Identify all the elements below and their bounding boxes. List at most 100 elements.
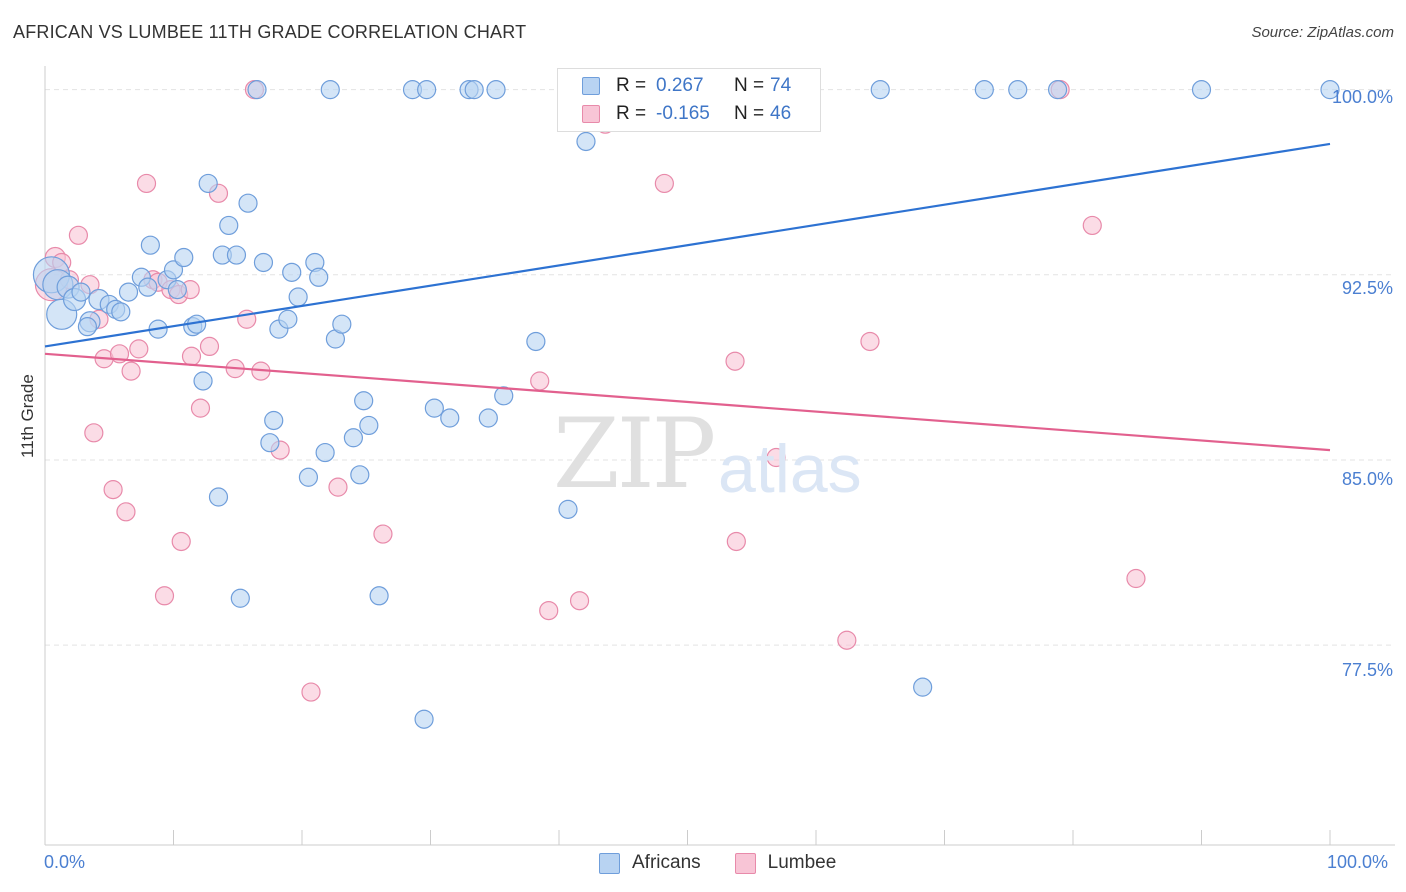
lumbee-point: [103, 480, 123, 500]
africans-point: [1320, 80, 1340, 100]
africans-point: [230, 588, 250, 608]
lumbee-point: [190, 398, 211, 418]
africans-point: [278, 309, 298, 329]
africans-point: [247, 80, 267, 100]
africans-point: [526, 331, 546, 352]
africans-trend-line: [44, 142, 1331, 348]
r-value: -0.165: [656, 103, 710, 124]
africans-point: [494, 386, 514, 406]
africans-point: [219, 215, 239, 236]
africans-point: [478, 408, 498, 428]
lumbee-point: [530, 371, 550, 391]
lumbee-point: [726, 531, 746, 552]
lumbee-point: [725, 351, 745, 371]
africans-point: [288, 287, 308, 307]
trend-lines: [44, 142, 1331, 452]
legend-item-africans[interactable]: Africans: [599, 852, 701, 874]
africans-point: [332, 314, 352, 334]
africans-point: [198, 173, 218, 194]
africans-point: [414, 709, 434, 729]
africans-point: [282, 262, 302, 282]
africans-point: [298, 467, 319, 487]
legend-item-lumbee[interactable]: Lumbee: [734, 852, 837, 874]
lumbee-point: [539, 600, 559, 621]
lumbee-point: [68, 225, 89, 245]
legend-label-lumbee: Lumbee: [767, 852, 837, 873]
n-label: N =: [734, 75, 765, 96]
africans-point: [369, 586, 389, 606]
lumbee-point: [121, 361, 141, 381]
chart-title: AFRICAN VS LUMBEE 11TH GRADE CORRELATION…: [13, 22, 527, 42]
legend-swatch-lumbee: [734, 852, 756, 874]
africans-swatch: [582, 77, 600, 95]
africans-point: [464, 80, 484, 100]
lumbee-point: [181, 346, 202, 366]
africans-point: [440, 408, 460, 428]
lumbee-point: [84, 423, 104, 443]
africans-point: [309, 267, 329, 287]
y-axis-label: 11th Grade: [18, 374, 37, 458]
n-label: N =: [734, 103, 765, 124]
watermark-atlas: atlas: [718, 431, 862, 507]
lumbee-point: [154, 586, 175, 606]
lumbee-point: [171, 531, 191, 552]
africans-point: [264, 410, 284, 431]
africans-point: [486, 80, 506, 100]
lumbee-point: [129, 339, 149, 359]
y-tick-label: 77.5%: [1341, 660, 1393, 680]
lumbee-point: [301, 682, 321, 702]
x-tick-label: 0.0%: [44, 852, 86, 872]
africans-point: [118, 282, 139, 302]
africans-point: [174, 247, 194, 268]
lumbee-point: [837, 630, 857, 650]
africans-point: [354, 391, 374, 411]
africans-point: [138, 277, 158, 297]
n-value: 46: [770, 103, 792, 124]
legend-swatch-africans: [599, 852, 620, 874]
africans-point: [167, 280, 187, 300]
grid-lines: [45, 89, 1395, 646]
lumbee-point: [766, 447, 786, 468]
correlation-stats-box: R = 0.267 N = 74 R = -0.165 N = 46: [557, 68, 821, 132]
africans-point: [193, 371, 213, 391]
africans-point: [417, 80, 437, 100]
africans-point: [350, 465, 370, 485]
axes: [44, 66, 1395, 846]
chart-legend: Africans Lumbee: [599, 852, 870, 874]
lumbee-point: [654, 173, 674, 194]
lumbee-point: [569, 591, 590, 611]
africans-point: [320, 80, 340, 100]
africans-points-layer: [32, 80, 1340, 729]
africans-point: [77, 317, 98, 337]
lumbee-point: [1082, 215, 1102, 236]
africans-point: [576, 131, 596, 152]
lumbee-points-layer: [34, 80, 1146, 702]
africans-point: [253, 252, 274, 273]
x-tick-label: 100.0%: [1327, 852, 1389, 872]
africans-point: [870, 80, 890, 100]
africans-point: [238, 193, 258, 213]
watermark-zip: ZIP: [553, 398, 716, 510]
africans-point: [424, 398, 444, 418]
africans-point: [260, 433, 280, 453]
lumbee-point: [199, 336, 220, 357]
africans-stats-row: R = 0.267 N = 74: [616, 72, 791, 100]
lumbee-point: [373, 524, 393, 544]
lumbee-swatch: [582, 105, 600, 123]
africans-point: [208, 487, 229, 507]
y-tick-label: 100.0%: [1331, 87, 1393, 107]
africans-point: [974, 80, 994, 100]
lumbee-point: [116, 502, 136, 522]
y-tick-label: 85.0%: [1341, 469, 1393, 489]
africans-point: [359, 415, 379, 436]
lumbee-point: [860, 331, 880, 352]
africans-point: [163, 260, 184, 280]
africans-point: [111, 302, 131, 322]
r-label: R =: [616, 103, 647, 124]
africans-point: [1191, 80, 1212, 100]
africans-point: [1047, 80, 1068, 100]
y-tick-label: 92.5%: [1341, 278, 1393, 298]
africans-point: [140, 235, 160, 255]
source-credit: Source: ZipAtlas.com: [1251, 24, 1394, 41]
africans-point: [315, 442, 335, 463]
